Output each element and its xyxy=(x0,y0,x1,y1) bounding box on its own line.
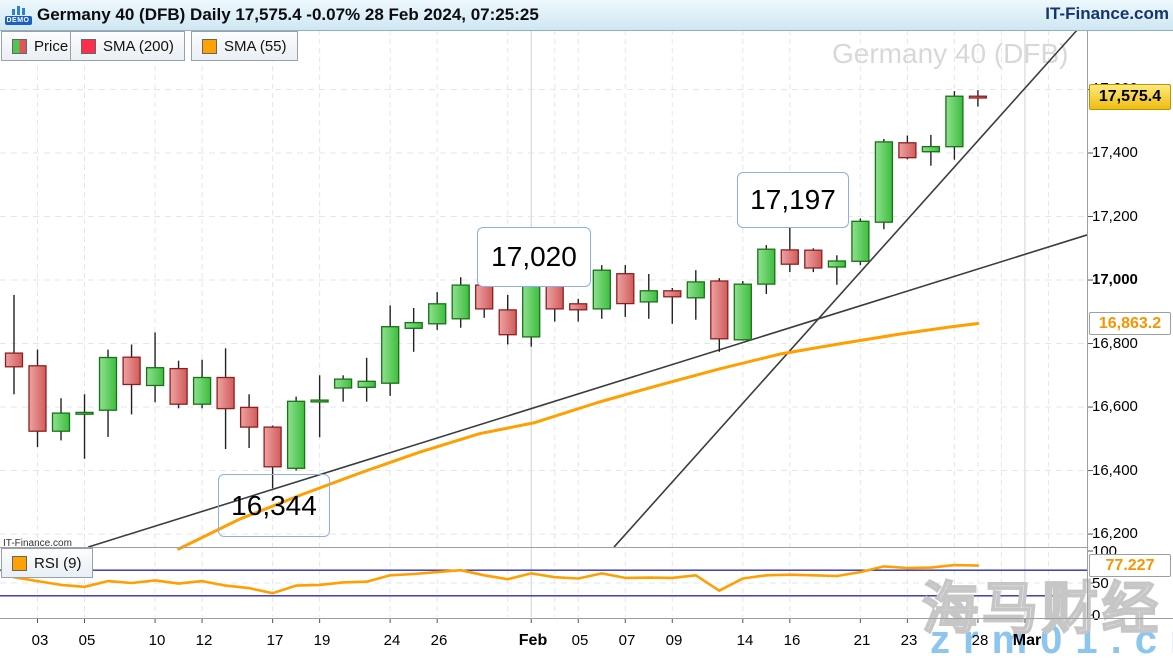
price-annotation[interactable]: 17,197 xyxy=(737,172,849,228)
xaxis-separator xyxy=(0,618,1173,619)
date-tick-label: 28 xyxy=(971,632,989,649)
legend-sma200-label: SMA (200) xyxy=(103,37,174,55)
price-tick-label: 16,200 xyxy=(1092,525,1138,542)
date-tick-label: 17 xyxy=(266,632,284,649)
date-tick-label: 09 xyxy=(665,632,683,649)
rsi-tick-label: 0 xyxy=(1092,607,1101,624)
price-annotation[interactable]: 17,020 xyxy=(477,227,591,287)
chart-title: Germany 40 (DFB) Daily 17,575.4 -0.07% 2… xyxy=(37,5,539,24)
legend-price-label: Price xyxy=(34,37,69,55)
date-tick-label: Feb xyxy=(518,632,548,649)
sma55-swatch-icon xyxy=(202,38,217,54)
date-tick-label: 05 xyxy=(571,632,589,649)
date-tick-label: 05 xyxy=(78,632,96,649)
legend-sma55-label: SMA (55) xyxy=(224,37,287,55)
date-tick-label: 10 xyxy=(148,632,166,649)
price-annotation[interactable]: 16,344 xyxy=(218,474,330,537)
demo-badge: DEMO xyxy=(4,15,32,25)
date-tick-label: Mar xyxy=(1012,632,1042,649)
demo-account-icon: DEMO xyxy=(3,3,33,27)
title-bar: DEMO Germany 40 (DFB) Daily 17,575.4 -0.… xyxy=(0,0,1173,31)
date-tick-label: 07 xyxy=(618,632,636,649)
legend-sma200[interactable]: SMA (200) xyxy=(70,31,185,61)
site-watermark-cn: 海马财经 xyxy=(921,576,1162,641)
brand-link[interactable]: IT-Finance.com xyxy=(1045,4,1169,23)
price-tick-label: 17,200 xyxy=(1092,208,1138,225)
price-tick-label: 16,800 xyxy=(1092,335,1138,352)
date-tick-label: 26 xyxy=(430,632,448,649)
price-tick-label: 17,400 xyxy=(1092,144,1138,161)
rsi-swatch-icon xyxy=(12,555,27,571)
sma200-swatch-icon xyxy=(81,38,96,54)
date-tick-label: 21 xyxy=(853,632,871,649)
chart-footer-brand: IT-Finance.com xyxy=(3,538,72,549)
date-tick-label: 19 xyxy=(313,632,331,649)
last-price-badge: 17,575.4 xyxy=(1089,84,1171,110)
site-watermark-url: zrm01.cn xyxy=(930,618,1173,660)
plot-right-border xyxy=(1087,30,1088,618)
price-tick-label: 16,400 xyxy=(1092,462,1138,479)
panel-separator xyxy=(0,547,1087,548)
date-tick-label: 16 xyxy=(783,632,801,649)
instrument-watermark: Germany 40 (DFB) xyxy=(832,38,1069,69)
price-swatch-icon xyxy=(12,38,27,54)
mini-candles-icon xyxy=(11,5,25,15)
rsi-tick-label: 50 xyxy=(1092,575,1109,592)
price-tick-label: 17,000 xyxy=(1092,271,1138,288)
date-tick-label: 12 xyxy=(195,632,213,649)
sma55-value-badge: 16,863.2 xyxy=(1089,312,1171,335)
legend-rsi-label: RSI (9) xyxy=(34,554,82,572)
legend-sma55[interactable]: SMA (55) xyxy=(191,31,298,61)
date-tick-label: 24 xyxy=(383,632,401,649)
legend-rsi[interactable]: RSI (9) xyxy=(1,548,93,578)
legend-price[interactable]: Price xyxy=(1,31,80,61)
date-tick-label: 03 xyxy=(31,632,49,649)
date-tick-label: 14 xyxy=(736,632,754,649)
rsi-value-badge: 77.227 xyxy=(1089,554,1171,577)
price-tick-label: 16,600 xyxy=(1092,398,1138,415)
date-tick-label: 23 xyxy=(900,632,918,649)
